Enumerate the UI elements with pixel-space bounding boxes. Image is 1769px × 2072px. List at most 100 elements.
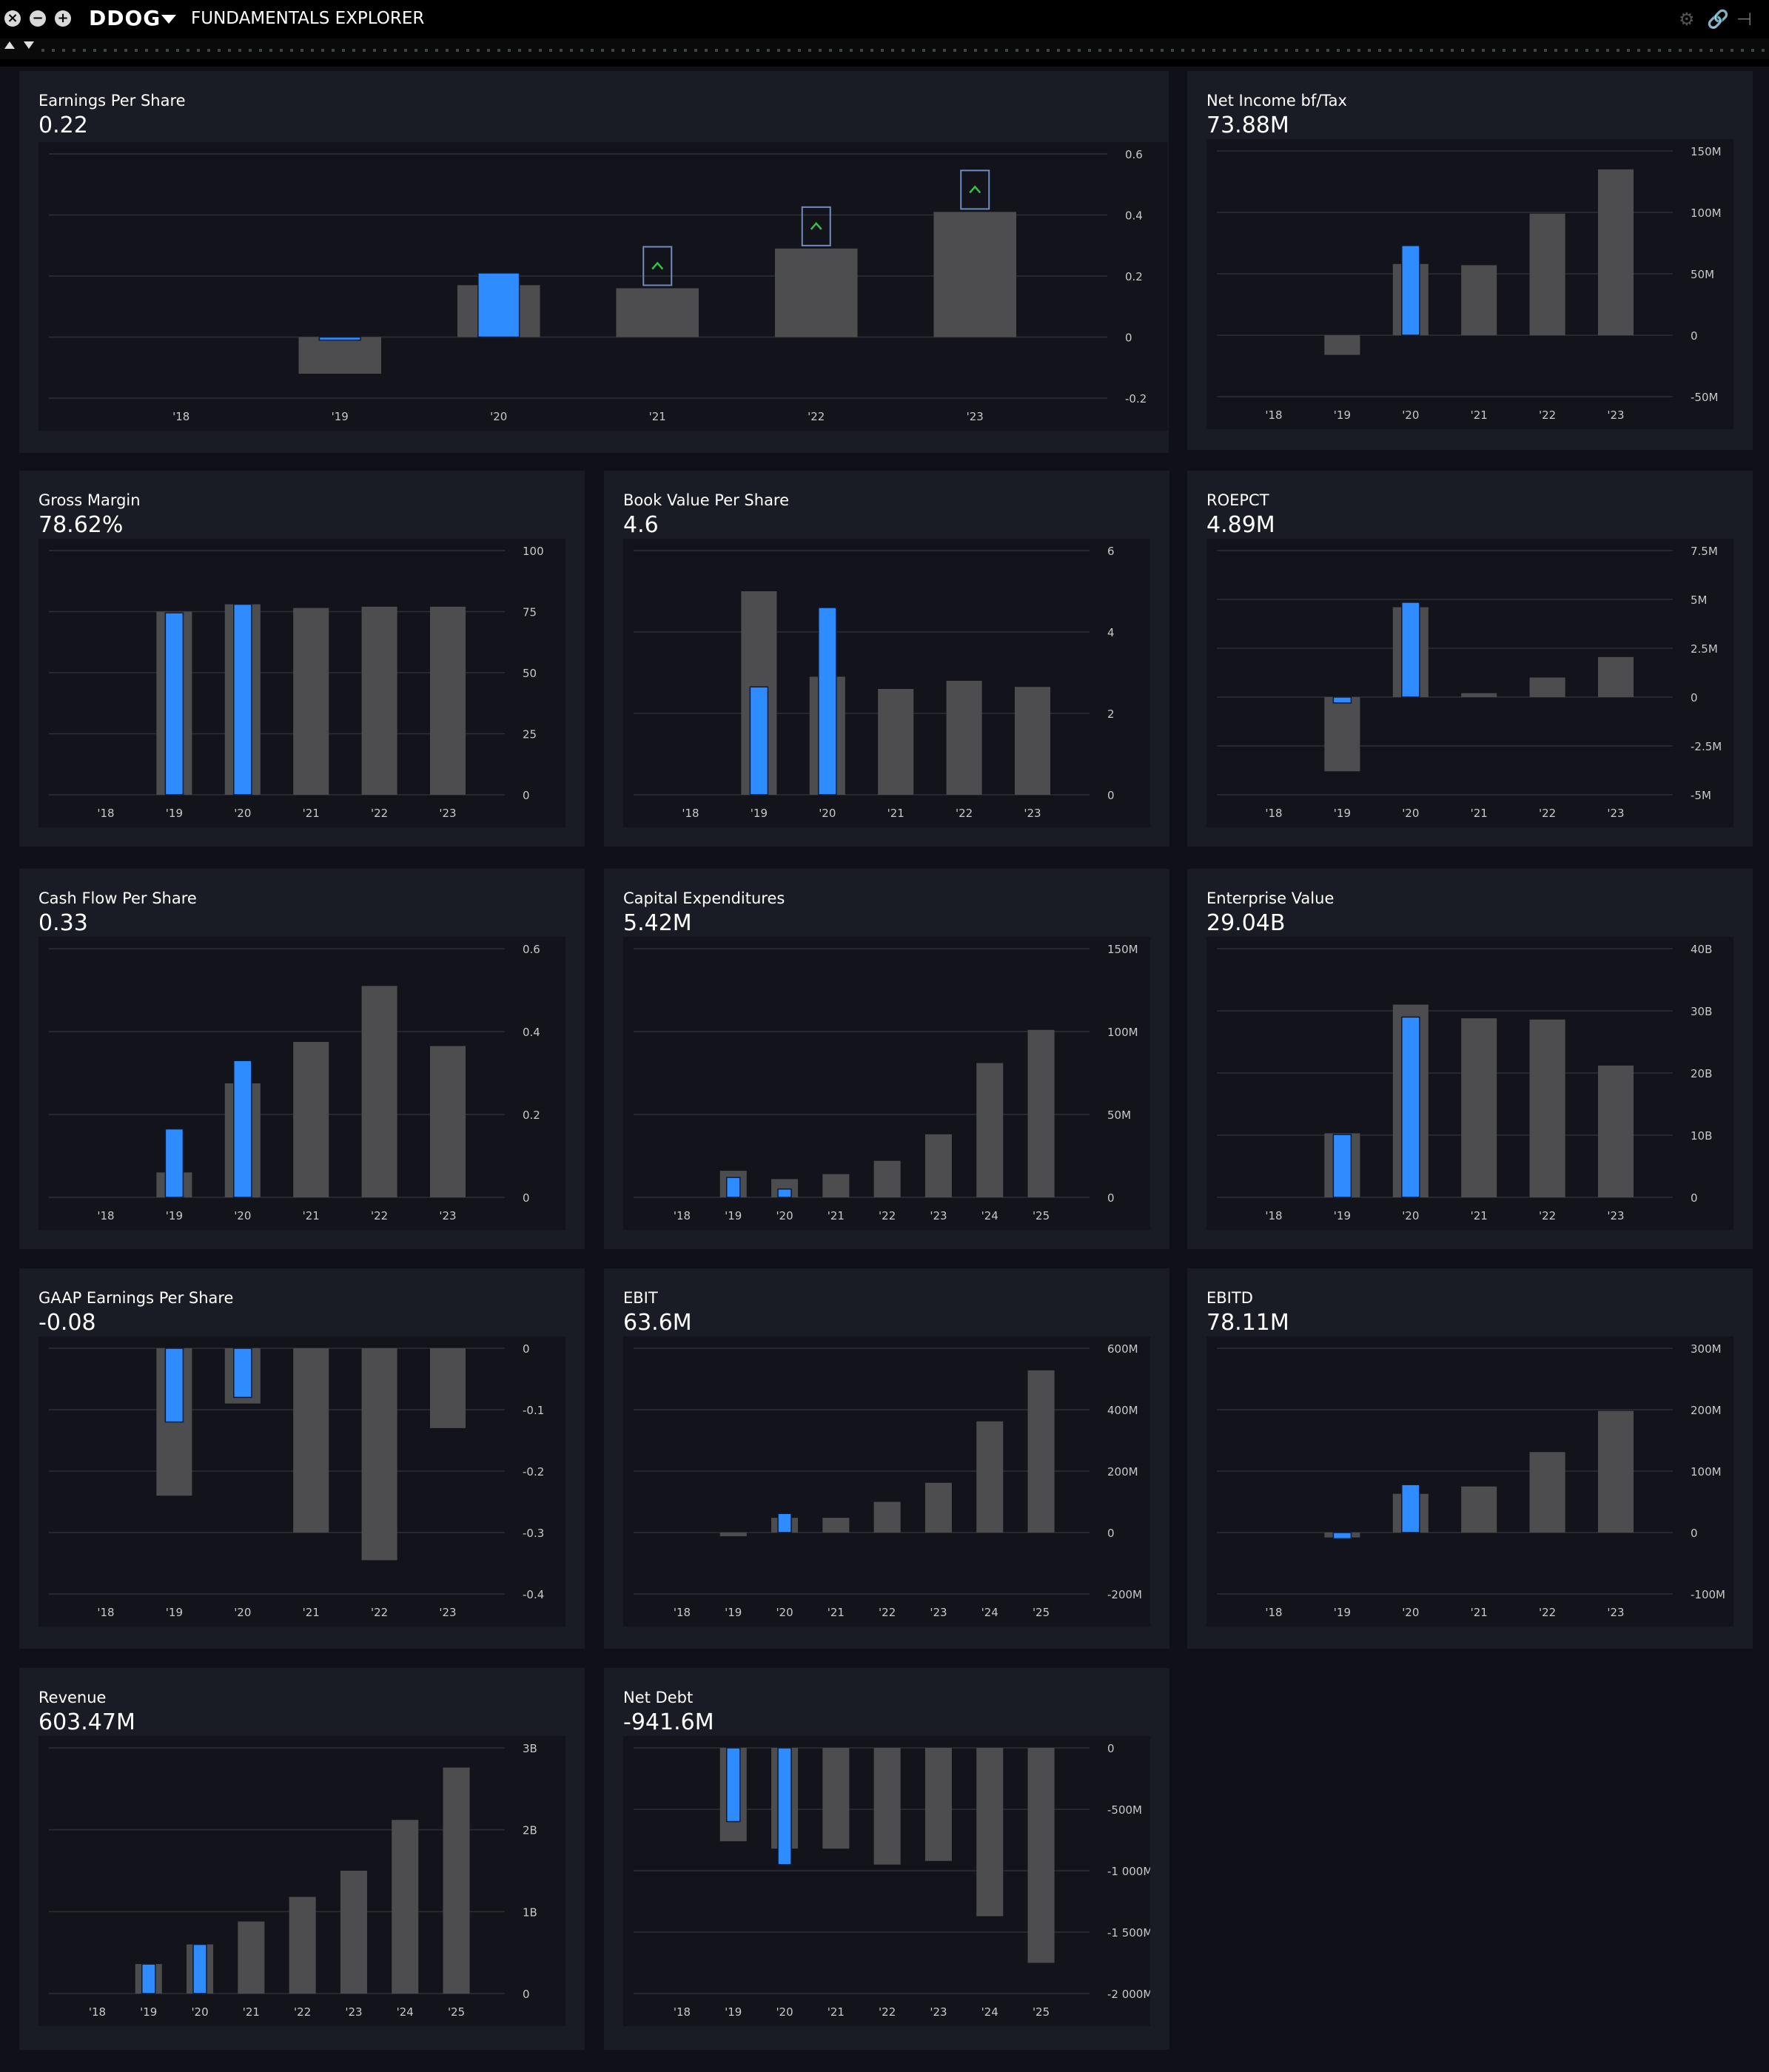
- panel-ebit[interactable]: EBIT 63.6M 600M 400M 200M 0 -200M '18 '19 '20 '2…: [604, 1268, 1169, 1649]
- panel-gross-margin[interactable]: Gross Margin 78.62% 100 75 50 25 0 '18 '19 '20 '…: [19, 471, 585, 847]
- chart-enterprise-value[interactable]: 40B 30B 20B 10B 0 '18 '19 '20 '21 '22 '23: [1206, 937, 1733, 1230]
- bar: [1597, 169, 1634, 335]
- chart-gross-margin[interactable]: 100 75 50 25 0 '18 '19 '20 '21 '22 '23: [38, 539, 565, 827]
- y-tick-label: 0.4: [1125, 209, 1143, 223]
- highlight-bar: [1332, 1532, 1352, 1540]
- x-tick-label: '22: [1539, 1606, 1556, 1619]
- highlight-bar: [164, 1128, 184, 1198]
- x-tick-label: '18: [89, 2005, 106, 2019]
- x-tick-label: '19: [1334, 807, 1351, 820]
- panel-enterprise-value[interactable]: Enterprise Value 29.04B 40B 30B 20B 10B 0 '18…: [1187, 869, 1753, 1249]
- panel-value: 73.88M: [1206, 112, 1289, 138]
- y-tick-label: 0: [1691, 691, 1698, 704]
- panel-net-debt[interactable]: Net Debt -941.6M 0 -500M -1 000M -1 500M -2 …: [604, 1668, 1169, 2050]
- x-tick-label: '21: [887, 807, 904, 820]
- bar: [1597, 1065, 1634, 1197]
- bar: [1461, 1018, 1497, 1197]
- bar: [1529, 677, 1565, 697]
- x-tick-label: '20: [819, 807, 836, 820]
- bar: [1324, 697, 1360, 772]
- bar: [293, 608, 329, 795]
- highlight-bar: [318, 336, 361, 341]
- x-tick-label: '18: [1265, 1606, 1282, 1619]
- panel-cash-flow-per-share[interactable]: Cash Flow Per Share 0.33 0.6 0.4 0.2 0 '18 '1…: [19, 869, 585, 1249]
- panel-title: GAAP Earnings Per Share: [38, 1289, 234, 1307]
- y-tick-label: -500M: [1107, 1803, 1142, 1817]
- x-tick-label: '18: [172, 410, 189, 423]
- close-icon[interactable]: ×: [4, 10, 21, 27]
- chart-roepct[interactable]: 7.5M 5M 2.5M 0 -2.5M -5M '18 '19 '20 '21 '22 '23: [1206, 539, 1733, 827]
- chart-svg: 3B 2B 1B 0 '18 '19 '20 '21 '22 '23 '24 '25: [49, 1742, 537, 2019]
- minimize-icon[interactable]: −: [30, 10, 46, 27]
- panel-roepct[interactable]: ROEPCT 4.89M 7.5M 5M 2.5M 0 -2.5M -5M '18 '19 '2…: [1187, 471, 1753, 847]
- y-tick-label: -2 000M: [1107, 1988, 1150, 2001]
- pin-icon[interactable]: ⊣: [1736, 9, 1752, 30]
- chart-svg: 100 75 50 25 0 '18 '19 '20 '21 '22 '23: [49, 545, 544, 820]
- x-tick-label: '19: [1334, 1209, 1351, 1222]
- y-tick-label: 0: [523, 789, 530, 802]
- y-tick-label: -0.1: [523, 1404, 544, 1417]
- bar: [392, 1820, 419, 1994]
- x-tick-label: '22: [1539, 408, 1556, 422]
- chart-earnings-per-share[interactable]: 0.6 0.4 0.2 0 -0.2 '18 '19 '20 '21 '22 '23: [38, 142, 1168, 431]
- chart-cash-flow-per-share[interactable]: 0.6 0.4 0.2 0 '18 '19 '20 '21 '22 '23: [38, 937, 565, 1230]
- chart-revenue[interactable]: 3B 2B 1B 0 '18 '19 '20 '21 '22 '23 '24 '25: [38, 1736, 565, 2026]
- x-tick-label: '21: [1471, 807, 1488, 820]
- y-tick-label: 400M: [1107, 1404, 1138, 1417]
- panel-title: Revenue: [38, 1689, 107, 1706]
- x-tick-label: '23: [439, 807, 456, 820]
- chart-net-income-bf-tax[interactable]: 150M 100M 50M 0 -50M '18 '19 '20 '21 '22 '23: [1206, 139, 1733, 429]
- y-tick-label: -0.3: [523, 1527, 544, 1540]
- highlight-bar: [233, 603, 252, 796]
- scroll-up-icon[interactable]: [4, 41, 15, 49]
- panel-net-income-bf-tax[interactable]: Net Income bf/Tax 73.88M 150M 100M 50M 0 -50…: [1187, 71, 1753, 450]
- x-tick-label: '25: [1033, 2005, 1050, 2019]
- x-tick-label: '23: [439, 1606, 456, 1619]
- panel-capital-expenditures[interactable]: Capital Expenditures 5.42M 150M 100M 50M 0 '…: [604, 869, 1169, 1249]
- x-tick-label: '23: [967, 410, 984, 423]
- x-tick-label: '18: [674, 2005, 691, 2019]
- x-tick-label: '23: [930, 2005, 947, 2019]
- x-tick-label: '18: [97, 1209, 114, 1222]
- link-icon[interactable]: 🔗: [1707, 9, 1729, 30]
- chart-net-debt[interactable]: 0 -500M -1 000M -1 500M -2 000M '18 '19 '20 '21 '…: [623, 1736, 1150, 2026]
- y-tick-label: 0.2: [523, 1109, 540, 1122]
- x-tick-label: '21: [828, 2005, 845, 2019]
- bar: [946, 681, 982, 795]
- up-marker-icon: [960, 169, 990, 210]
- y-tick-label: -0.2: [523, 1465, 544, 1479]
- y-tick-label: 10B: [1691, 1129, 1712, 1143]
- chart-svg: 6 4 2 0 '18 '19 '20 '21 '22 '23: [634, 545, 1115, 820]
- panel-gaap-earnings-per-share[interactable]: GAAP Earnings Per Share -0.08 0 -0.1 -0.2 -…: [19, 1268, 585, 1649]
- ticker-symbol[interactable]: DDOG: [89, 6, 161, 30]
- chart-ebit[interactable]: 600M 400M 200M 0 -200M '18 '19 '20 '21 '22 '23 '24 '…: [623, 1336, 1150, 1627]
- bar: [293, 1042, 329, 1197]
- panel-title: Earnings Per Share: [38, 92, 186, 110]
- gear-icon[interactable]: ⚙: [1679, 9, 1695, 30]
- panel-revenue[interactable]: Revenue 603.47M 3B 2B 1B 0 '18 '19 '20 '21 '22 '2…: [19, 1668, 585, 2050]
- bar: [1027, 1748, 1055, 1963]
- chart-svg: 150M 100M 50M 0 -50M '18 '19 '20 '21 '22 '23: [1217, 145, 1722, 422]
- y-tick-label: 150M: [1691, 145, 1722, 158]
- marker-box: [960, 169, 990, 210]
- chart-gaap-earnings-per-share[interactable]: 0 -0.1 -0.2 -0.3 -0.4 '18 '19 '20 '21 '22 '23: [38, 1336, 565, 1627]
- x-tick-label: '21: [1471, 408, 1488, 422]
- bar: [1461, 693, 1497, 697]
- y-tick-label: -100M: [1691, 1588, 1725, 1601]
- drag-handle[interactable]: [41, 49, 1766, 52]
- panel-ebitd[interactable]: EBITD 78.11M 300M 200M 100M 0 -100M '18 '19 '20…: [1187, 1268, 1753, 1649]
- chart-capital-expenditures[interactable]: 150M 100M 50M 0 '18 '19 '20 '21 '22 '23 '24 '25: [623, 937, 1150, 1230]
- scroll-down-icon[interactable]: [24, 41, 34, 49]
- panel-earnings-per-share[interactable]: Earnings Per Share 0.22 0.6 0.4 0.2 0 -0.2 '1…: [19, 71, 1169, 453]
- bar: [924, 1134, 952, 1197]
- x-tick-label: '25: [448, 2005, 465, 2019]
- panel-book-value-per-share[interactable]: Book Value Per Share 4.6 6 4 2 0 '18 '19 '20 '2…: [604, 471, 1169, 847]
- chart-ebitd[interactable]: 300M 200M 100M 0 -100M '18 '19 '20 '21 '22 '23: [1206, 1336, 1733, 1627]
- expand-icon[interactable]: +: [55, 10, 71, 27]
- ticker-dropdown-icon[interactable]: [161, 15, 176, 24]
- x-tick-label: '20: [1402, 1606, 1419, 1619]
- x-tick-label: '24: [981, 2005, 998, 2019]
- bar: [361, 606, 397, 795]
- chart-book-value-per-share[interactable]: 6 4 2 0 '18 '19 '20 '21 '22 '23: [623, 539, 1150, 827]
- x-tick-label: '22: [956, 807, 973, 820]
